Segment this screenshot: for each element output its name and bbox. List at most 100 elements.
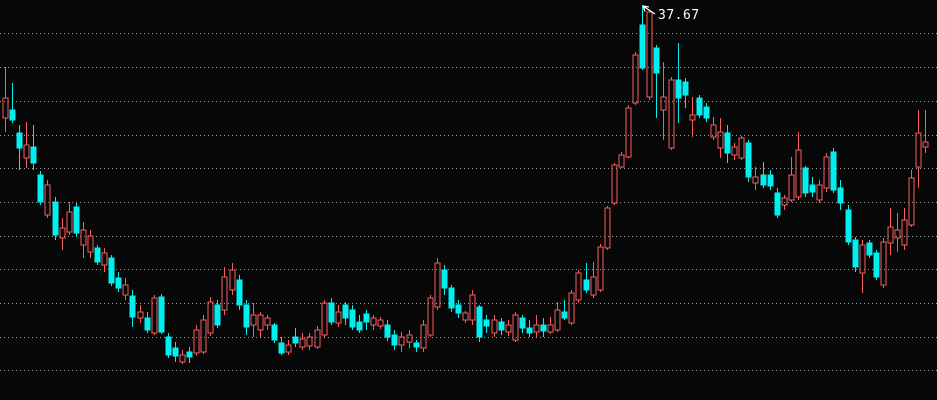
- candle-up: [377, 317, 384, 329]
- candle-up: [575, 270, 582, 303]
- candle-down: [328, 298, 335, 325]
- candle-down: [809, 177, 816, 197]
- candle-up: [59, 218, 66, 250]
- candle-up: [597, 244, 604, 292]
- candle-down: [37, 171, 44, 205]
- candle-up: [604, 206, 611, 250]
- candle-down: [675, 43, 682, 123]
- candle-up: [752, 167, 759, 190]
- candle-up: [901, 208, 908, 250]
- candle-down: [845, 205, 852, 245]
- candle-up: [611, 163, 618, 205]
- candle-up: [44, 180, 51, 218]
- candle-up: [314, 326, 321, 349]
- candle-down: [455, 300, 462, 318]
- candle-up: [406, 330, 413, 348]
- candle-up: [66, 202, 73, 235]
- candle-up: [398, 332, 405, 352]
- annotation-arrow-icon: [642, 5, 656, 15]
- candle-up: [87, 230, 94, 258]
- candles-layer: [2, 5, 929, 364]
- candle-up: [179, 350, 186, 364]
- candle-down: [108, 255, 115, 286]
- candle-up: [101, 248, 108, 272]
- candle-up: [335, 305, 342, 327]
- candle-up: [137, 305, 144, 323]
- candle-up: [491, 315, 498, 337]
- candle-up: [533, 315, 540, 337]
- candle-up: [427, 295, 434, 337]
- candle-down: [271, 323, 278, 343]
- candle-down: [639, 5, 646, 70]
- candle-up: [512, 312, 519, 342]
- candle-down: [73, 203, 80, 237]
- candle-up: [221, 267, 228, 315]
- candle-up: [257, 312, 264, 337]
- candle-up: [816, 180, 823, 203]
- candle-down: [561, 300, 568, 320]
- candle-down: [243, 300, 250, 335]
- candle-up: [285, 340, 292, 355]
- candle-down: [236, 275, 243, 310]
- candle-down: [774, 188, 781, 218]
- candle-up: [632, 52, 639, 105]
- candle-down: [441, 265, 448, 295]
- candle-up: [618, 152, 625, 168]
- candle-up: [80, 222, 87, 258]
- candle-up: [151, 295, 158, 335]
- candle-up: [922, 110, 929, 153]
- candle-down: [760, 162, 767, 188]
- candle-up: [420, 320, 427, 352]
- candle-up: [229, 263, 236, 295]
- candle-down: [52, 197, 59, 240]
- candle-up: [689, 97, 696, 137]
- candle-up: [207, 297, 214, 336]
- candle-down: [292, 328, 299, 347]
- candle-down: [866, 240, 873, 258]
- candle-down: [9, 83, 16, 123]
- candle-up: [781, 195, 788, 210]
- candle-up: [469, 290, 476, 325]
- candle-up: [894, 213, 901, 252]
- candle-down: [16, 125, 23, 170]
- candle-down: [873, 250, 880, 280]
- candle-down: [94, 245, 101, 265]
- candle-down: [653, 45, 660, 118]
- peak-annotation: 37.67: [642, 5, 700, 23]
- candle-up: [568, 290, 575, 325]
- candle-down: [526, 320, 533, 337]
- candle-down: [115, 272, 122, 292]
- candle-down: [852, 237, 859, 272]
- candle-up: [306, 333, 313, 350]
- candle-down: [519, 315, 526, 333]
- candle-up: [370, 315, 377, 330]
- candle-down: [498, 318, 505, 335]
- candle-down: [802, 166, 809, 197]
- candle-down: [384, 320, 391, 341]
- candle-up: [462, 311, 469, 323]
- candle-up: [250, 303, 257, 337]
- candle-down: [129, 290, 136, 327]
- candle-up: [193, 325, 200, 356]
- candle-up: [321, 300, 328, 337]
- candle-up: [122, 278, 129, 300]
- candle-down: [703, 103, 710, 122]
- candle-up: [717, 118, 724, 158]
- gridlines: [0, 33, 937, 371]
- candle-down: [476, 305, 483, 342]
- candle-down: [837, 180, 844, 210]
- annotation-price-label: 37.67: [658, 8, 700, 23]
- candle-up: [2, 67, 9, 132]
- candle-down: [158, 294, 165, 334]
- candle-up: [668, 77, 675, 150]
- candle-up: [788, 157, 795, 202]
- candle-down: [363, 310, 370, 330]
- candle-down: [186, 347, 193, 363]
- candle-down: [165, 333, 172, 358]
- candle-down: [448, 285, 455, 312]
- candle-down: [342, 302, 349, 325]
- candle-down: [172, 342, 179, 362]
- candle-up: [625, 105, 632, 158]
